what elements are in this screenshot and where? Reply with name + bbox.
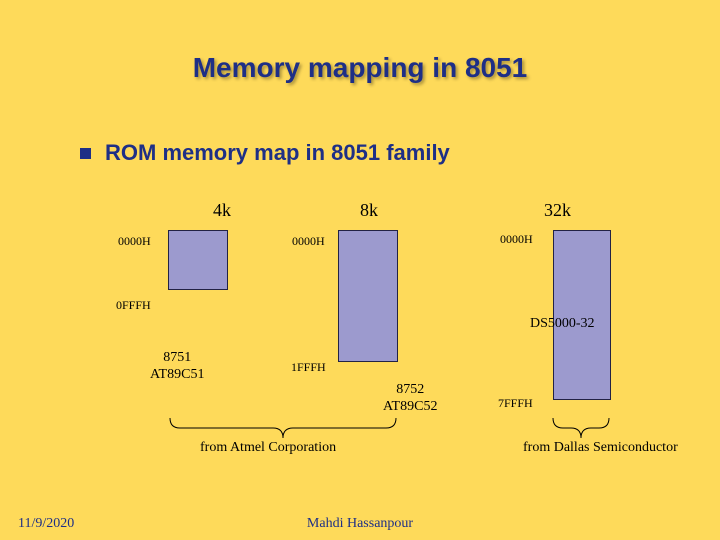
chip-label-8k: 8752AT89C52 [383,382,437,416]
mem-block-8k [338,230,398,362]
addr-bot-8k: 1FFFH [291,360,326,375]
corp-right: from Dallas Semiconductor [523,440,678,456]
size-label-8k: 8k [360,200,378,221]
addr-top-32k: 0000H [500,232,533,247]
bullet-square-icon [80,148,91,159]
size-label-4k: 4k [213,200,231,221]
addr-bot-32k: 7FFFH [498,396,533,411]
addr-top-4k: 0000H [118,234,151,249]
bullet-row: ROM memory map in 8051 family [80,140,450,166]
addr-top-8k: 0000H [292,234,325,249]
mem-block-32k [553,230,611,400]
addr-bot-4k: 0FFFH [116,298,151,313]
footer-author: Mahdi Hassanpour [0,516,720,532]
slide-title: Memory mapping in 8051 [0,52,720,84]
mem-block-4k [168,230,228,290]
bullet-text: ROM memory map in 8051 family [105,140,450,166]
chip-label-32k: DS5000-32 [530,316,595,333]
chip-label-4k: 8751AT89C51 [150,350,204,384]
size-label-32k: 32k [544,200,571,221]
corp-left: from Atmel Corporation [200,440,336,456]
